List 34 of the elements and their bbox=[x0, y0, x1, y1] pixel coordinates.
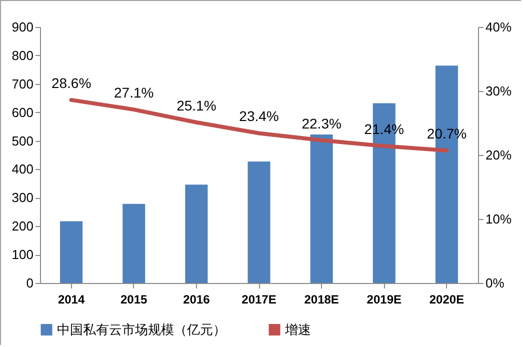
y-tick-label: 300 bbox=[12, 190, 34, 206]
bar bbox=[60, 221, 83, 283]
y-tick-label: 900 bbox=[12, 20, 34, 34]
y-tick-label: 600 bbox=[12, 104, 34, 120]
y2-tick-label: 0% bbox=[486, 276, 505, 290]
bar bbox=[122, 204, 146, 283]
y2-tick-label: 30% bbox=[486, 84, 512, 98]
y-tick-label: 200 bbox=[12, 218, 34, 234]
x-tick-label: 2016 bbox=[183, 292, 210, 306]
data-label: 27.1% bbox=[114, 84, 154, 101]
y2-tick-label: 10% bbox=[486, 212, 512, 226]
x-tick-label: 2015 bbox=[120, 292, 148, 306]
y-tick-label: 800 bbox=[12, 48, 34, 63]
legend-label: 增速 bbox=[284, 322, 311, 337]
y2-tick-label: 20% bbox=[486, 148, 512, 162]
y-tick-label: 100 bbox=[12, 247, 34, 262]
y-tick-label: 500 bbox=[12, 133, 34, 148]
x-tick-label: 2017E bbox=[242, 292, 276, 306]
bar bbox=[185, 184, 208, 283]
x-tick-label: 2014 bbox=[58, 292, 85, 306]
data-label: 23.4% bbox=[239, 108, 279, 124]
y-tick-label: 0 bbox=[26, 276, 34, 290]
data-label: 25.1% bbox=[176, 97, 216, 114]
x-tick-label: 2019E bbox=[366, 292, 402, 306]
x-tick-label: 2020E bbox=[429, 292, 464, 306]
x-tick-label: 2018E bbox=[304, 292, 339, 306]
bar bbox=[310, 134, 333, 283]
bar bbox=[248, 162, 270, 283]
y-tick-label: 700 bbox=[12, 76, 34, 92]
legend-label: 中国私有云市场规模（亿元） bbox=[57, 322, 226, 337]
data-label: 22.3% bbox=[302, 115, 342, 132]
y-tick-label: 400 bbox=[12, 162, 34, 177]
data-label: 28.6% bbox=[51, 74, 92, 91]
y2-tick-label: 40% bbox=[486, 20, 512, 34]
